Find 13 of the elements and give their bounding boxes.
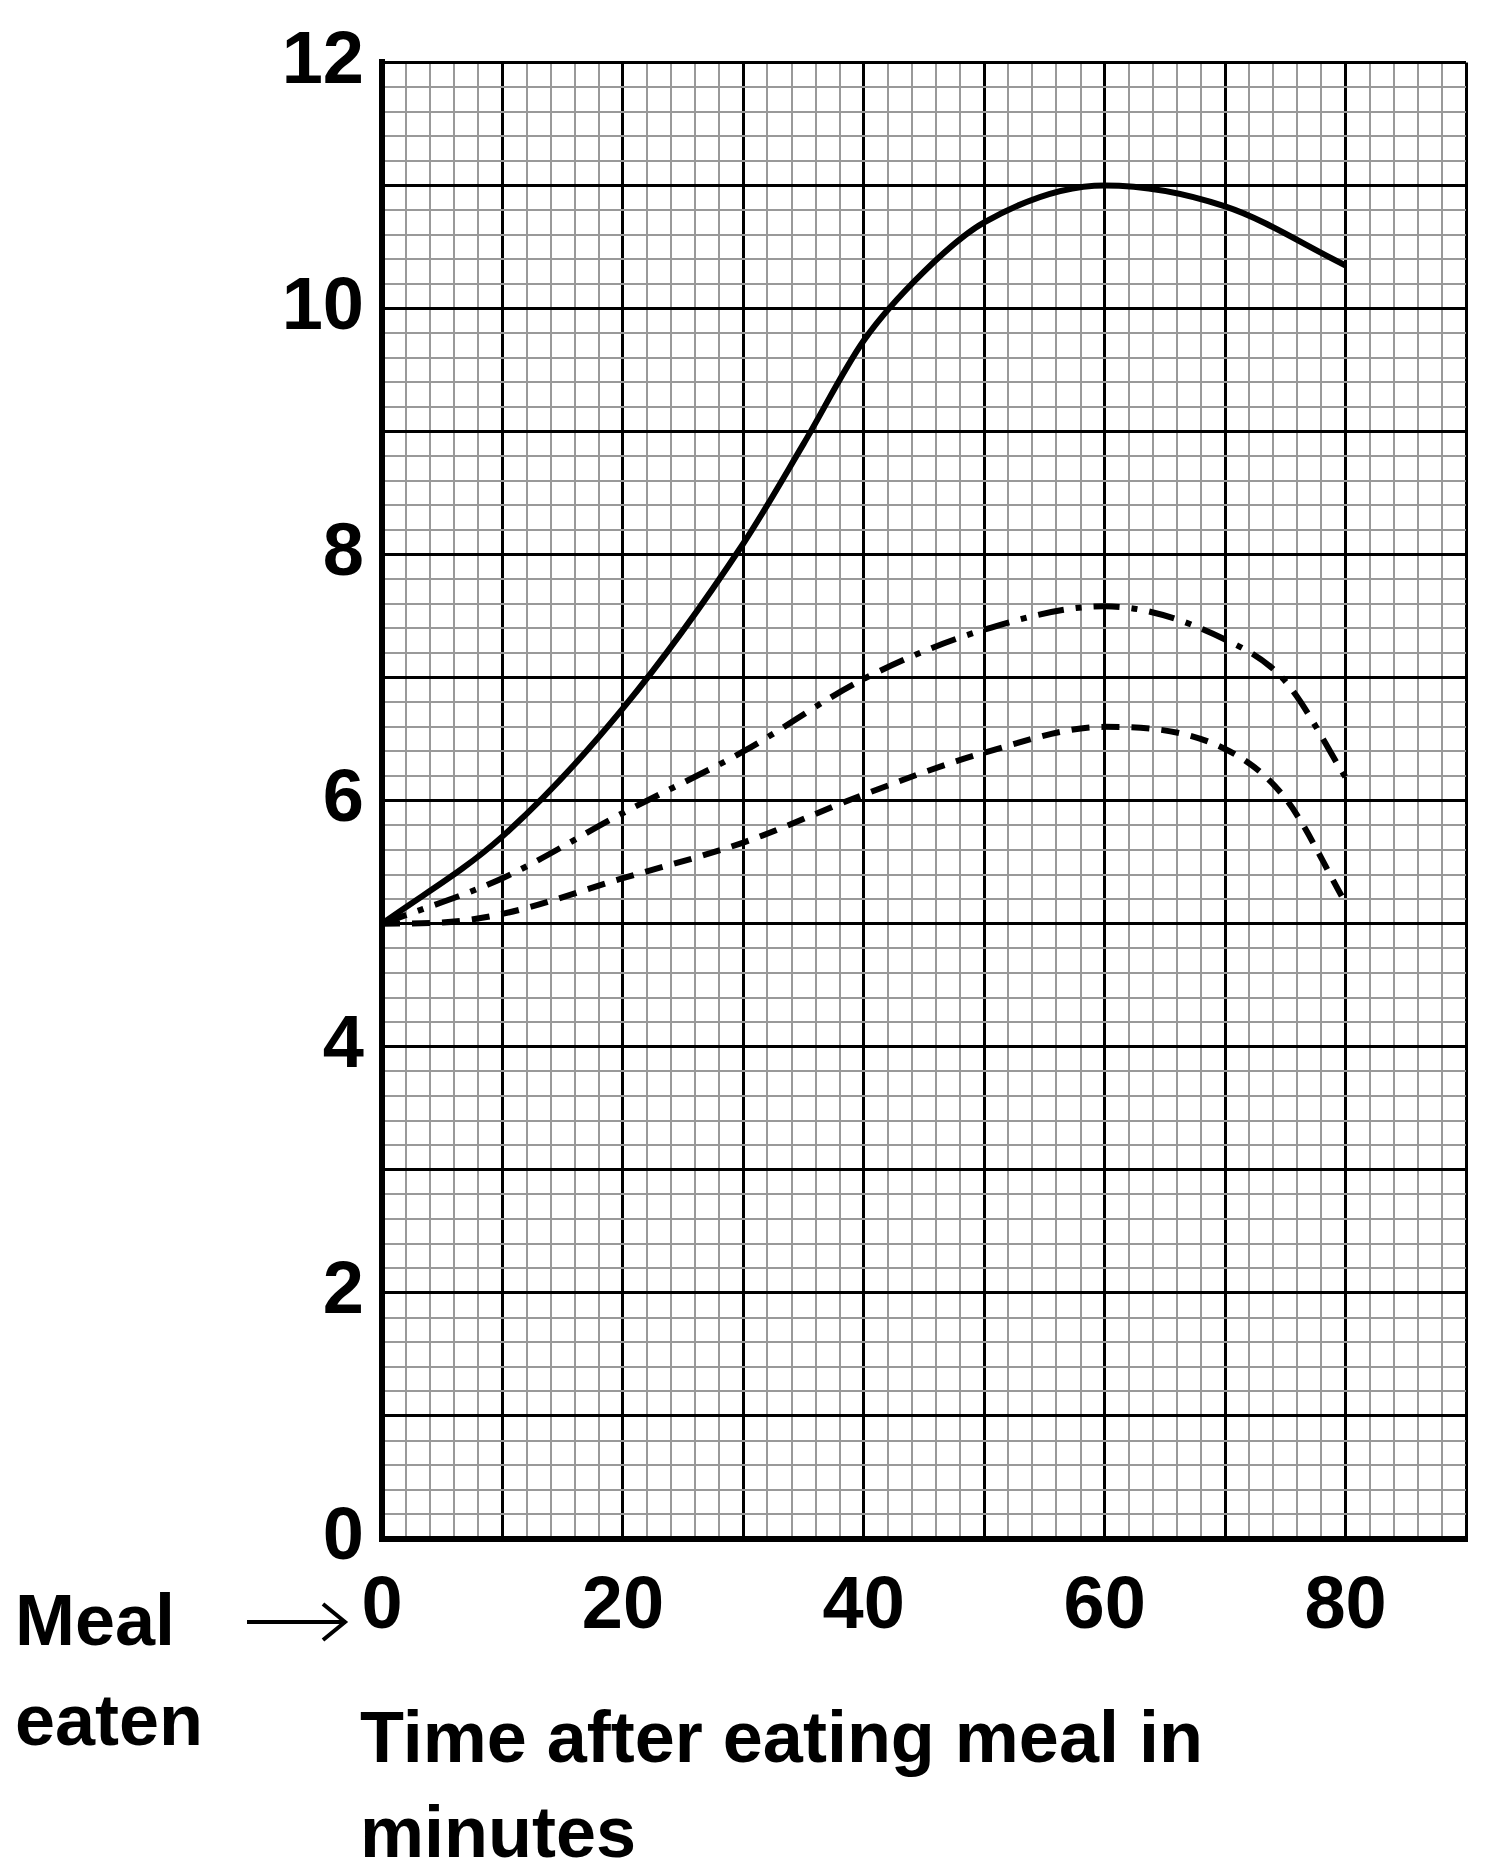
y-tick-label: 6 bbox=[322, 754, 364, 838]
y-tick-label: 10 bbox=[281, 261, 364, 345]
x-tick-label: 40 bbox=[822, 1560, 905, 1644]
y-tick-label: 8 bbox=[322, 508, 364, 592]
y-tick-label: 4 bbox=[322, 1000, 364, 1084]
x-axis-title: Time after eating meal in minutes bbox=[360, 1696, 1204, 1874]
text: Meal eaten bbox=[15, 1579, 205, 1762]
x-tick-label: 80 bbox=[1304, 1560, 1387, 1644]
y-tick-label: 12 bbox=[281, 15, 364, 99]
x-tick-label: 20 bbox=[581, 1560, 665, 1644]
x-tick-label: 60 bbox=[1063, 1560, 1146, 1644]
y-tick-label: 0 bbox=[322, 1492, 364, 1576]
y-tick-label: 2 bbox=[322, 1246, 364, 1330]
